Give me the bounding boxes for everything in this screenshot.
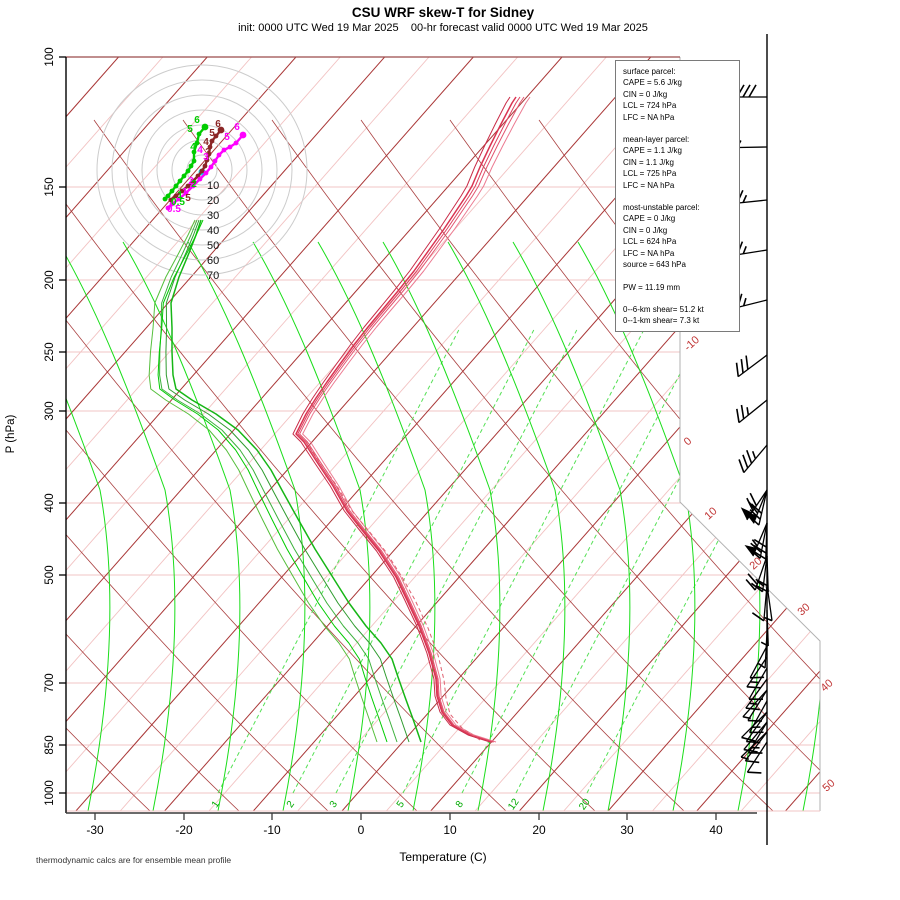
info-gap	[623, 271, 735, 282]
svg-text:700: 700	[44, 673, 56, 692]
svg-text:-10: -10	[682, 334, 702, 354]
svg-text:3: 3	[328, 799, 340, 810]
svg-text:60: 60	[207, 255, 219, 267]
parcel-section-heading: surface parcel:	[623, 67, 676, 76]
parcel-info-line: LFC = NA hPa	[623, 248, 675, 258]
svg-text:150: 150	[44, 177, 56, 196]
svg-text:4: 4	[197, 145, 203, 156]
svg-text:0.5: 0.5	[167, 204, 181, 215]
svg-text:20: 20	[577, 796, 593, 812]
svg-text:0: 0	[682, 435, 695, 448]
temperature-profile	[292, 96, 531, 743]
svg-text:-30: -30	[86, 823, 104, 837]
parcel-info-line: LFC = NA hPa	[623, 180, 675, 190]
hodograph-trace-member-magenta	[165, 131, 247, 211]
svg-text:1: 1	[210, 799, 222, 810]
svg-text:4: 4	[203, 137, 209, 148]
parcel-info-line: CIN = 0 J/kg	[623, 89, 668, 99]
parcel-info-line: 0--1-km shear= 7.3 kt	[623, 316, 700, 326]
y-axis-title: P (hPa)	[5, 414, 17, 454]
svg-text:50: 50	[820, 777, 837, 794]
background-grid	[66, 57, 820, 811]
svg-text:40: 40	[207, 225, 219, 237]
mixing-ratio-labels: 1 2 3 5 8 12 20	[210, 796, 593, 812]
svg-text:70: 70	[207, 270, 219, 282]
svg-text:1: 1	[177, 190, 183, 201]
parcel-info-box: surface parcel: CAPE = 5.6 J/kg CIN = 0 J/…	[615, 60, 740, 332]
svg-text:30: 30	[620, 823, 634, 837]
svg-text:3: 3	[205, 147, 211, 158]
svg-text:1: 1	[182, 187, 188, 198]
parcel-info-line: source = 643 hPa	[623, 260, 686, 270]
svg-text:40: 40	[709, 823, 723, 837]
svg-text:100: 100	[44, 47, 56, 66]
svg-text:-20: -20	[175, 823, 193, 837]
dewpoint-profile	[148, 219, 422, 743]
parcel-info-line: CAPE = 0 J/kg	[623, 214, 676, 224]
parcel-section-heading: mean-layer parcel:	[623, 135, 690, 145]
svg-text:0.5: 0.5	[171, 197, 185, 208]
svg-text:5: 5	[185, 193, 191, 204]
footnote: thermodynamic calcs are for ensemble mea…	[36, 855, 232, 865]
parcel-info-line: CIN = 1.1 J/kg	[623, 157, 674, 167]
x-axis-title: Temperature (C)	[399, 850, 487, 864]
parcel-info-line: LCL = 725 hPa	[623, 169, 677, 179]
hodograph-trace-member-green	[162, 123, 209, 202]
temperature-tick-labels: -30 -20 -10 0 10 20 30 40	[86, 813, 723, 837]
page-subtitle: init: 0000 UTC Wed 19 Mar 2025 00-hr for…	[238, 22, 648, 34]
svg-text:0: 0	[358, 823, 365, 837]
parcel-section-heading: most-unstable parcel:	[623, 203, 700, 213]
svg-text:10: 10	[207, 180, 219, 192]
svg-text:5: 5	[187, 124, 193, 135]
svg-text:40: 40	[818, 677, 835, 694]
svg-text:30: 30	[795, 601, 812, 618]
svg-text:6: 6	[215, 119, 221, 130]
svg-text:4: 4	[190, 142, 196, 153]
svg-text:2: 2	[191, 179, 197, 190]
svg-text:-10: -10	[263, 823, 281, 837]
svg-text:3: 3	[203, 152, 209, 163]
parcel-info-line: CIN = 0 J/kg	[623, 225, 668, 235]
svg-text:1000: 1000	[44, 780, 56, 806]
parcel-info-line: CAPE = 5.6 J/kg	[623, 78, 682, 88]
svg-text:5: 5	[395, 799, 407, 810]
svg-text:850: 850	[44, 735, 56, 754]
svg-text:250: 250	[44, 342, 56, 361]
svg-text:400: 400	[44, 493, 56, 512]
svg-text:300: 300	[44, 401, 56, 420]
svg-text:6: 6	[234, 122, 240, 133]
svg-text:500: 500	[44, 565, 56, 584]
svg-text:8: 8	[454, 799, 466, 810]
parcel-info-line: LCL = 624 hPa	[623, 237, 677, 247]
page-title: CSU WRF skew-T for Sidney	[351, 5, 535, 20]
info-gap	[623, 293, 735, 304]
parcel-info-line: LFC = NA hPa	[623, 112, 675, 122]
axes-and-borders	[65, 56, 821, 814]
svg-text:10: 10	[443, 823, 457, 837]
parcel-info-line: LCL = 724 hPa	[623, 101, 677, 111]
info-gap	[623, 123, 735, 134]
svg-text:2: 2	[188, 176, 194, 187]
svg-text:5: 5	[209, 128, 215, 139]
svg-text:2: 2	[285, 799, 297, 810]
parcel-info-line: 0--6-km shear= 51.2 kt	[623, 304, 704, 314]
wind-barbs	[730, 34, 773, 845]
parcel-info-line: PW = 11.19 mm	[623, 282, 680, 292]
svg-text:30: 30	[207, 210, 219, 222]
svg-text:10: 10	[702, 505, 719, 522]
info-gap	[623, 191, 735, 202]
svg-text:5: 5	[224, 132, 230, 143]
pressure-tick-labels: 100 150 200 250 300 400 500 700 850 1000	[44, 47, 66, 806]
svg-text:20: 20	[207, 195, 219, 207]
parcel-info-line: CAPE = 1.1 J/kg	[623, 146, 682, 156]
svg-text:50: 50	[207, 240, 219, 252]
svg-text:200: 200	[44, 270, 56, 289]
svg-text:6: 6	[194, 115, 200, 126]
svg-text:20: 20	[532, 823, 546, 837]
svg-text:12: 12	[506, 796, 522, 812]
